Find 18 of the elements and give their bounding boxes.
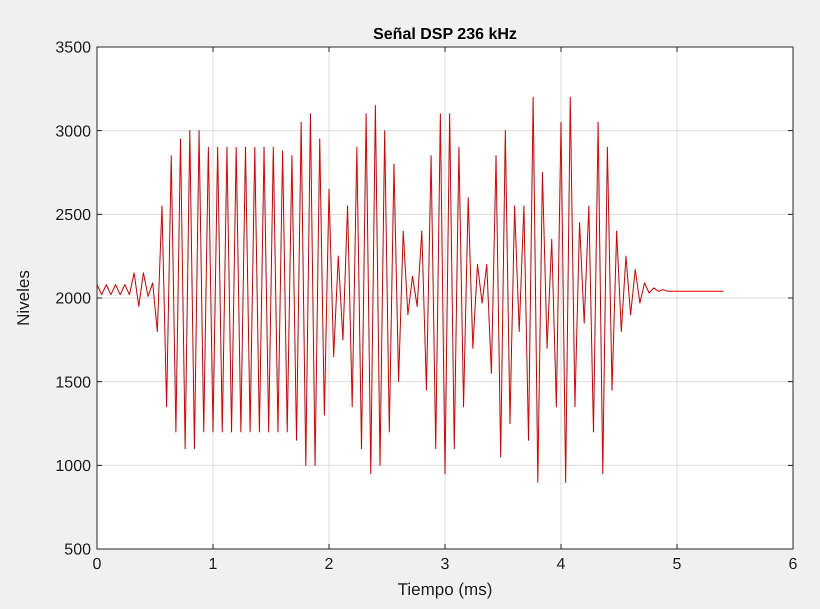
- x-tick-label: 3: [440, 556, 450, 573]
- y-tick-label: 1500: [55, 374, 92, 392]
- y-tick-label: 1000: [55, 458, 92, 475]
- x-tick-label: 4: [556, 556, 566, 573]
- y-tick-label: 2000: [55, 290, 92, 308]
- y-tick-label: 2500: [55, 206, 92, 224]
- y-axis-title: Niveles: [14, 270, 33, 326]
- y-tick-label: 3000: [55, 123, 92, 140]
- x-axis-title: Tiempo (ms): [398, 580, 492, 599]
- y-tick-label: 500: [64, 542, 92, 559]
- line-series: [96, 96, 724, 483]
- x-tick-label: 5: [672, 556, 682, 573]
- y-tick-label: 3500: [55, 40, 92, 57]
- x-tick-label: 1: [208, 556, 218, 573]
- chart-title: Señal DSP 236 kHz: [373, 26, 517, 43]
- x-tick-label: 0: [92, 556, 102, 573]
- x-tick-label: 2: [324, 556, 334, 573]
- x-tick-label: 6: [788, 556, 798, 573]
